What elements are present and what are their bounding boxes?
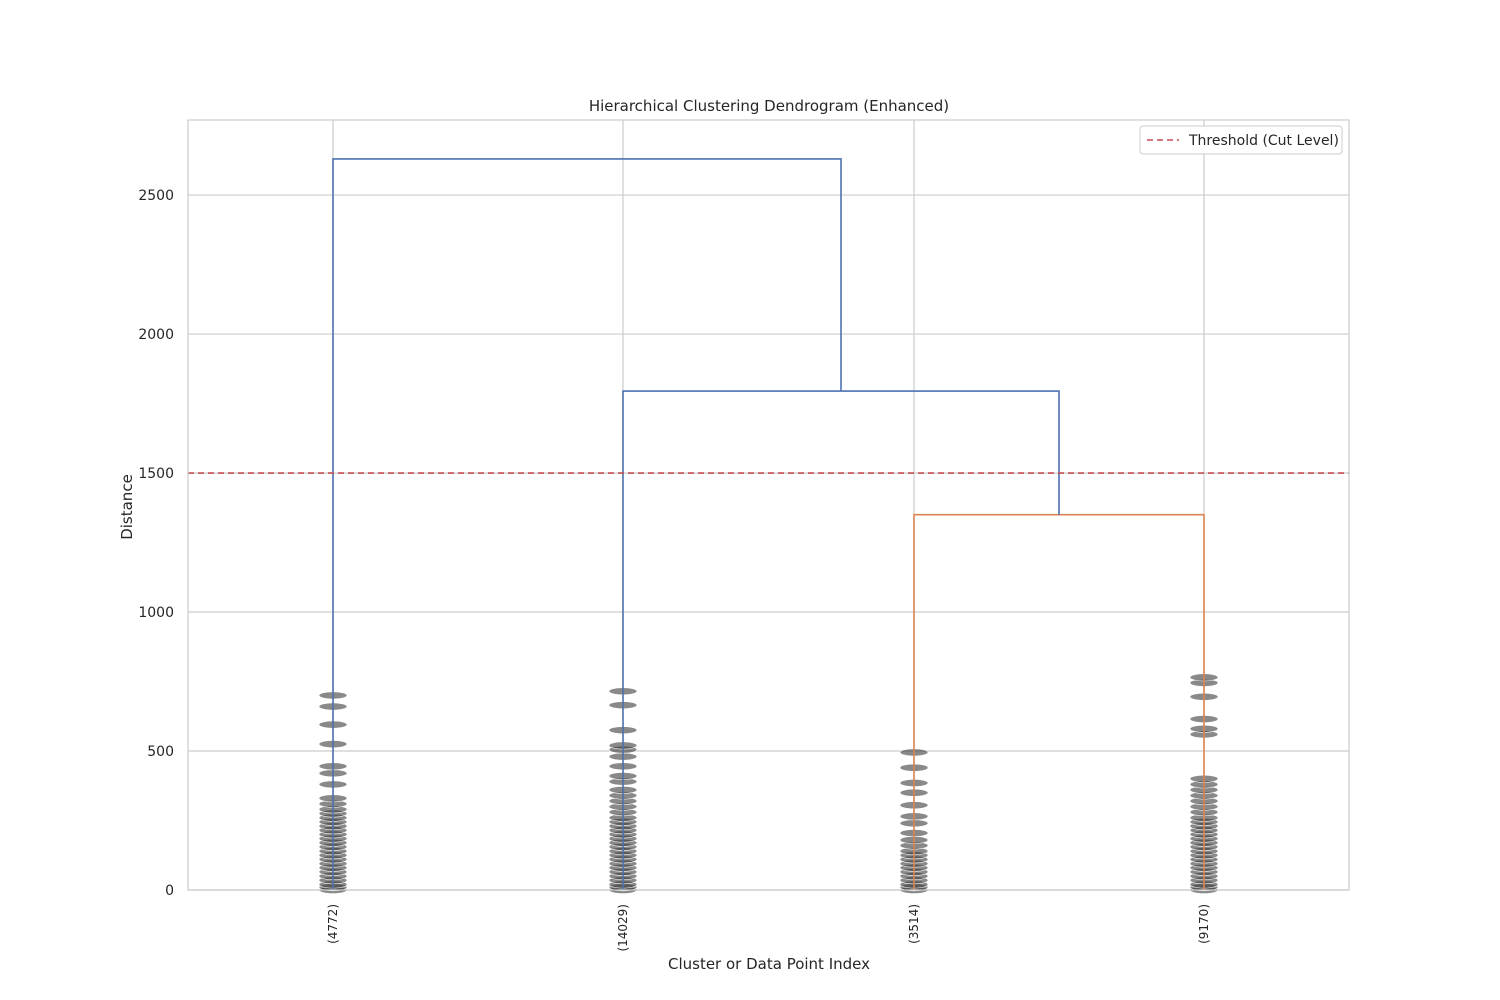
- legend-threshold-label: Threshold (Cut Level): [1188, 133, 1339, 149]
- leaf-points: [318, 673, 1219, 894]
- chart-title: Hierarchical Clustering Dendrogram (Enha…: [589, 97, 949, 115]
- dendrogram-link: [332, 158, 842, 890]
- leaf-label: (4772): [326, 904, 340, 944]
- leaf-label: (9170): [1197, 904, 1211, 944]
- x-tick-labels: (4772) (14029) (3514) (9170): [326, 904, 1211, 952]
- leaf-label: (3514): [907, 904, 921, 944]
- y-tick-labels: 0 500 1000 1500 2000 2500: [138, 188, 174, 899]
- y-tick-label: 500: [147, 744, 174, 760]
- leaf-label: (14029): [616, 904, 630, 952]
- x-axis-title: Cluster or Data Point Index: [668, 955, 870, 973]
- legend: Threshold (Cut Level): [1139, 125, 1343, 155]
- legend-box: [1139, 125, 1343, 155]
- y-tick-label: 2500: [138, 188, 174, 204]
- y-axis-title: Distance: [118, 474, 136, 540]
- grid-lines: [188, 120, 1349, 891]
- y-tick-label: 0: [165, 883, 174, 899]
- y-tick-label: 1500: [138, 466, 174, 482]
- dendrogram-link: [622, 390, 1060, 890]
- y-tick-label: 2000: [138, 327, 174, 343]
- dendrogram-link: [913, 513, 1205, 890]
- y-tick-label: 1000: [138, 605, 174, 621]
- dendrogram-links: [332, 158, 1205, 890]
- plot-frame: [187, 119, 1350, 891]
